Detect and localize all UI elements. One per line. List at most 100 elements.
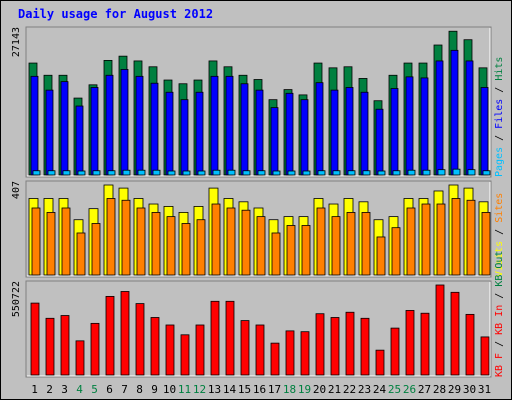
- bar-sites-day-19: [301, 225, 311, 276]
- bar-files-day-14: [225, 75, 234, 176]
- bar-pages-day-31: [482, 170, 491, 176]
- bar-pages-day-29: [452, 168, 461, 176]
- bar-sites-day-10: [166, 216, 176, 276]
- bar-pages-day-7: [122, 169, 131, 176]
- bar-sites-day-7: [121, 199, 131, 276]
- bar-files-day-2: [45, 89, 54, 176]
- bar-sites-day-28: [436, 203, 446, 276]
- bar-files-day-21: [330, 89, 339, 176]
- bar-kbf-day-19: [300, 331, 310, 376]
- x-tick-label: 4: [76, 383, 83, 396]
- bar-kbf-day-9: [150, 317, 160, 376]
- bar-pages-day-14: [227, 169, 236, 176]
- bar-pages-day-25: [392, 170, 401, 176]
- x-tick-label: 31: [478, 383, 491, 396]
- legend-kb-in: KB In: [494, 299, 505, 335]
- x-tick-label: 1: [31, 383, 38, 396]
- bar-kbf-day-6: [105, 295, 115, 376]
- bar-files-day-19: [300, 99, 309, 176]
- bar-files-day-13: [210, 75, 219, 176]
- bar-pages-day-12: [197, 170, 206, 176]
- bar-pages-day-2: [47, 170, 56, 176]
- bar-files-day-25: [390, 88, 399, 176]
- bar-kbf-day-4: [75, 340, 85, 376]
- bar-sites-day-3: [61, 207, 71, 276]
- bar-sites-day-4: [76, 232, 86, 276]
- bar-pages-day-16: [257, 170, 266, 176]
- bar-sites-day-11: [181, 223, 191, 276]
- bar-files-day-22: [345, 87, 354, 176]
- x-tick-label: 6: [106, 383, 113, 396]
- x-tick-label: 7: [121, 383, 128, 396]
- legend-separator: /: [494, 81, 505, 93]
- x-tick-label: 28: [433, 383, 446, 396]
- legend-files: Files: [494, 93, 505, 129]
- x-tick-label: 2: [46, 383, 53, 396]
- x-tick-label: 17: [268, 383, 281, 396]
- x-tick-label: 29: [448, 383, 461, 396]
- x-tick-label: 14: [223, 383, 237, 396]
- bar-kbf-day-7: [120, 291, 130, 376]
- bar-kbf-day-3: [60, 315, 70, 376]
- bar-files-day-1: [30, 75, 39, 176]
- bar-kbf-day-14: [225, 300, 235, 376]
- bar-files-day-11: [180, 99, 189, 176]
- bar-kbf-day-13: [210, 300, 220, 376]
- bar-sites-day-14: [226, 207, 236, 276]
- bar-files-day-5: [90, 87, 99, 176]
- visits-sites-legend: Visits / Sites: [494, 193, 505, 277]
- bar-sites-day-23: [361, 212, 371, 276]
- bar-kbf-day-28: [435, 284, 445, 376]
- kbin-kbout-legend: KB F / KB In / KB Out: [494, 251, 505, 377]
- bar-sites-day-30: [466, 199, 476, 276]
- bar-files-day-16: [255, 89, 264, 176]
- x-tick-label: 24: [373, 383, 387, 396]
- bar-kbf-day-20: [315, 313, 325, 376]
- bar-files-day-24: [375, 108, 384, 176]
- x-tick-label: 27: [418, 383, 431, 396]
- x-tick-label: 8: [136, 383, 143, 396]
- bar-kbf-day-12: [195, 324, 205, 376]
- bar-kbf-day-8: [135, 303, 145, 376]
- y-max-label: 27143: [11, 27, 22, 57]
- bar-sites-day-24: [376, 236, 386, 276]
- x-tick-label: 30: [463, 383, 476, 396]
- legend-sites: Sites: [494, 193, 505, 223]
- bar-pages-day-8: [137, 169, 146, 176]
- bar-pages-day-1: [32, 170, 41, 176]
- bar-kbf-day-17: [270, 342, 280, 376]
- chart-title: Daily usage for August 2012: [18, 7, 214, 21]
- bar-sites-day-15: [241, 209, 251, 276]
- bar-pages-day-21: [332, 170, 341, 176]
- bar-sites-day-25: [391, 227, 401, 276]
- x-tick-label: 13: [208, 383, 221, 396]
- x-tick-label: 19: [298, 383, 311, 396]
- legend-separator: /: [494, 129, 505, 141]
- bar-files-day-8: [135, 75, 144, 176]
- bar-pages-day-4: [77, 170, 86, 176]
- bar-files-day-23: [360, 91, 369, 176]
- bar-sites-day-22: [346, 212, 356, 276]
- bar-sites-day-31: [481, 212, 491, 276]
- hits-files-pages-legend: Pages / Files / Hits: [494, 57, 505, 177]
- bar-sites-day-6: [106, 198, 116, 276]
- bar-kbf-day-10: [165, 324, 175, 376]
- bar-pages-day-13: [212, 169, 221, 176]
- bar-pages-day-24: [377, 170, 386, 176]
- bar-sites-day-9: [151, 212, 161, 276]
- bar-pages-day-22: [347, 170, 356, 176]
- bar-files-day-3: [60, 81, 69, 176]
- bar-files-day-4: [75, 105, 84, 176]
- bar-pages-day-30: [467, 169, 476, 176]
- x-tick-label: 5: [91, 383, 98, 396]
- bar-pages-day-9: [152, 169, 161, 176]
- bar-files-day-30: [465, 60, 474, 176]
- bar-sites-day-21: [331, 216, 341, 276]
- bar-kbf-day-15: [240, 320, 250, 376]
- bar-files-day-6: [105, 74, 114, 176]
- bar-pages-day-23: [362, 170, 371, 176]
- x-tick-label: 22: [343, 383, 356, 396]
- bar-kbf-day-26: [405, 310, 415, 376]
- bar-kbf-day-25: [390, 327, 400, 376]
- bar-kbf-day-1: [30, 302, 40, 376]
